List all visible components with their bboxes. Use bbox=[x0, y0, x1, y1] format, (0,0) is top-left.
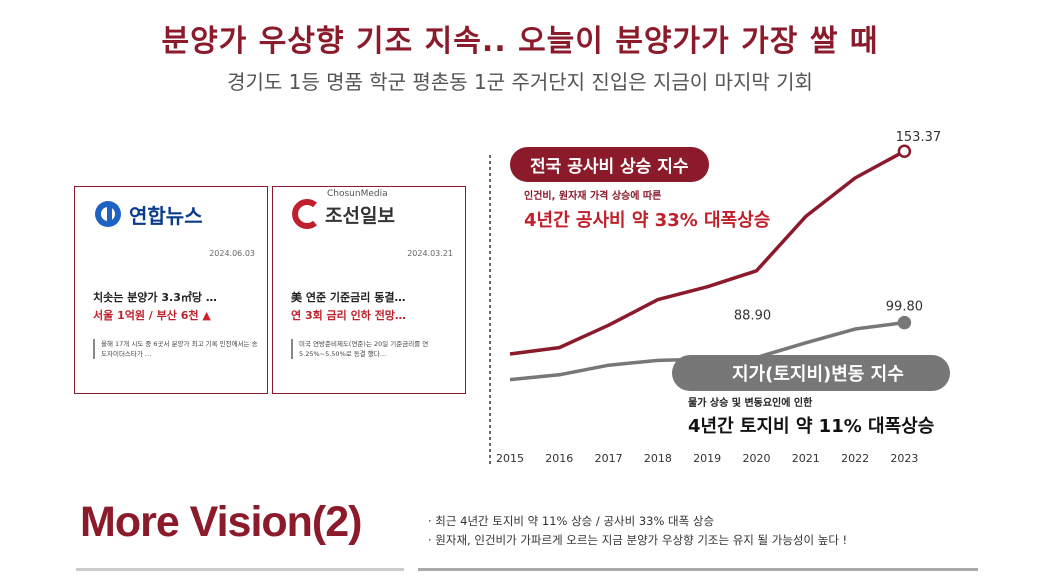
land-index-label: 지가(토지비)변동 지수 bbox=[672, 355, 950, 391]
land-note-small: 물가 상승 및 변동요인에 인한 bbox=[688, 398, 813, 409]
more-vision-heading: More Vision(2) bbox=[80, 498, 362, 546]
article-body: 미국 연방준비제도(연준)는 20일 기준금리를 연 5.25%~5.50%로 … bbox=[291, 339, 457, 359]
article-headline-2-text: 서울 1억원 / 부산 6천 bbox=[93, 309, 199, 322]
yonhap-logo: 연합뉴스 bbox=[93, 199, 203, 229]
land-end-point bbox=[897, 315, 912, 330]
construction-index-line bbox=[509, 149, 906, 356]
x-tick-label: 2022 bbox=[841, 452, 869, 465]
news-card-chosun: ChosunMedia 조선일보 2024.03.21 美 연준 기준금리 동결… bbox=[272, 186, 466, 394]
bullet-item: · 원자재, 인건비가 가파르게 오르는 지금 분양가 우상향 기조는 유지 될… bbox=[428, 533, 848, 547]
page-title: 분양가 우상향 기조 지속.. 오늘이 분양가가 가장 쌀 때 bbox=[161, 24, 879, 59]
chosun-media-label: ChosunMedia bbox=[327, 189, 388, 199]
divider-right bbox=[418, 568, 978, 571]
up-triangle-icon: ▲ bbox=[202, 309, 211, 322]
x-tick-label: 2016 bbox=[545, 452, 573, 465]
x-tick-label: 2023 bbox=[890, 452, 918, 465]
article-body: 올해 17개 시도 중 6곳서 분양가 최고 기록 인천에서는 송도자이더스타가… bbox=[93, 339, 259, 359]
land-mid-value: 88.90 bbox=[734, 309, 771, 324]
article-date: 2024.06.03 bbox=[209, 249, 255, 258]
chosun-logo-text: 조선일보 bbox=[325, 204, 395, 227]
construction-end-value: 153.37 bbox=[896, 130, 942, 145]
summary-bullets: · 최근 4년간 토지비 약 11% 상승 / 공사비 33% 대폭 상승 · … bbox=[428, 512, 847, 550]
article-headline-2: 서울 1억원 / 부산 6천 ▲ bbox=[93, 307, 211, 323]
page-subtitle: 경기도 1등 명품 학군 평촌동 1군 주거단지 진입은 지금이 마지막 기회 bbox=[227, 70, 813, 94]
bullet-item: · 최근 4년간 토지비 약 11% 상승 / 공사비 33% 대폭 상승 bbox=[428, 514, 715, 528]
construction-end-point bbox=[897, 144, 912, 158]
divider-left bbox=[76, 568, 404, 571]
construction-note-big: 4년간 공사비 약 33% 대폭상승 bbox=[524, 210, 771, 231]
article-headline-1: 美 연준 기준금리 동결… bbox=[291, 291, 406, 304]
x-tick-label: 2017 bbox=[595, 452, 623, 465]
yonhap-logo-text: 연합뉴스 bbox=[129, 203, 203, 228]
article-headline-2: 연 3회 금리 인하 전망… bbox=[291, 309, 406, 322]
article-headline-1: 치솟는 분양가 3.3㎡당 … bbox=[93, 291, 217, 304]
x-tick-label: 2021 bbox=[792, 452, 820, 465]
yonhap-globe-icon bbox=[95, 201, 121, 227]
construction-index-label: 전국 공사비 상승 지수 bbox=[510, 147, 709, 182]
construction-note-small: 인건비, 원자재 가격 상승에 따른 bbox=[524, 191, 662, 202]
chosun-logo: ChosunMedia 조선일보 bbox=[291, 189, 395, 229]
x-tick-label: 2015 bbox=[496, 452, 524, 465]
x-tick-label: 2020 bbox=[743, 452, 771, 465]
land-note-big: 4년간 토지비 약 11% 대폭상승 bbox=[688, 416, 935, 437]
x-tick-label: 2019 bbox=[693, 452, 721, 465]
news-card-yonhap: 연합뉴스 2024.06.03 치솟는 분양가 3.3㎡당 … 서울 1억원 /… bbox=[74, 186, 268, 394]
land-end-value: 99.80 bbox=[886, 300, 923, 315]
article-date: 2024.03.21 bbox=[407, 249, 453, 258]
x-tick-label: 2018 bbox=[644, 452, 672, 465]
chosun-swoosh-icon bbox=[292, 199, 317, 229]
